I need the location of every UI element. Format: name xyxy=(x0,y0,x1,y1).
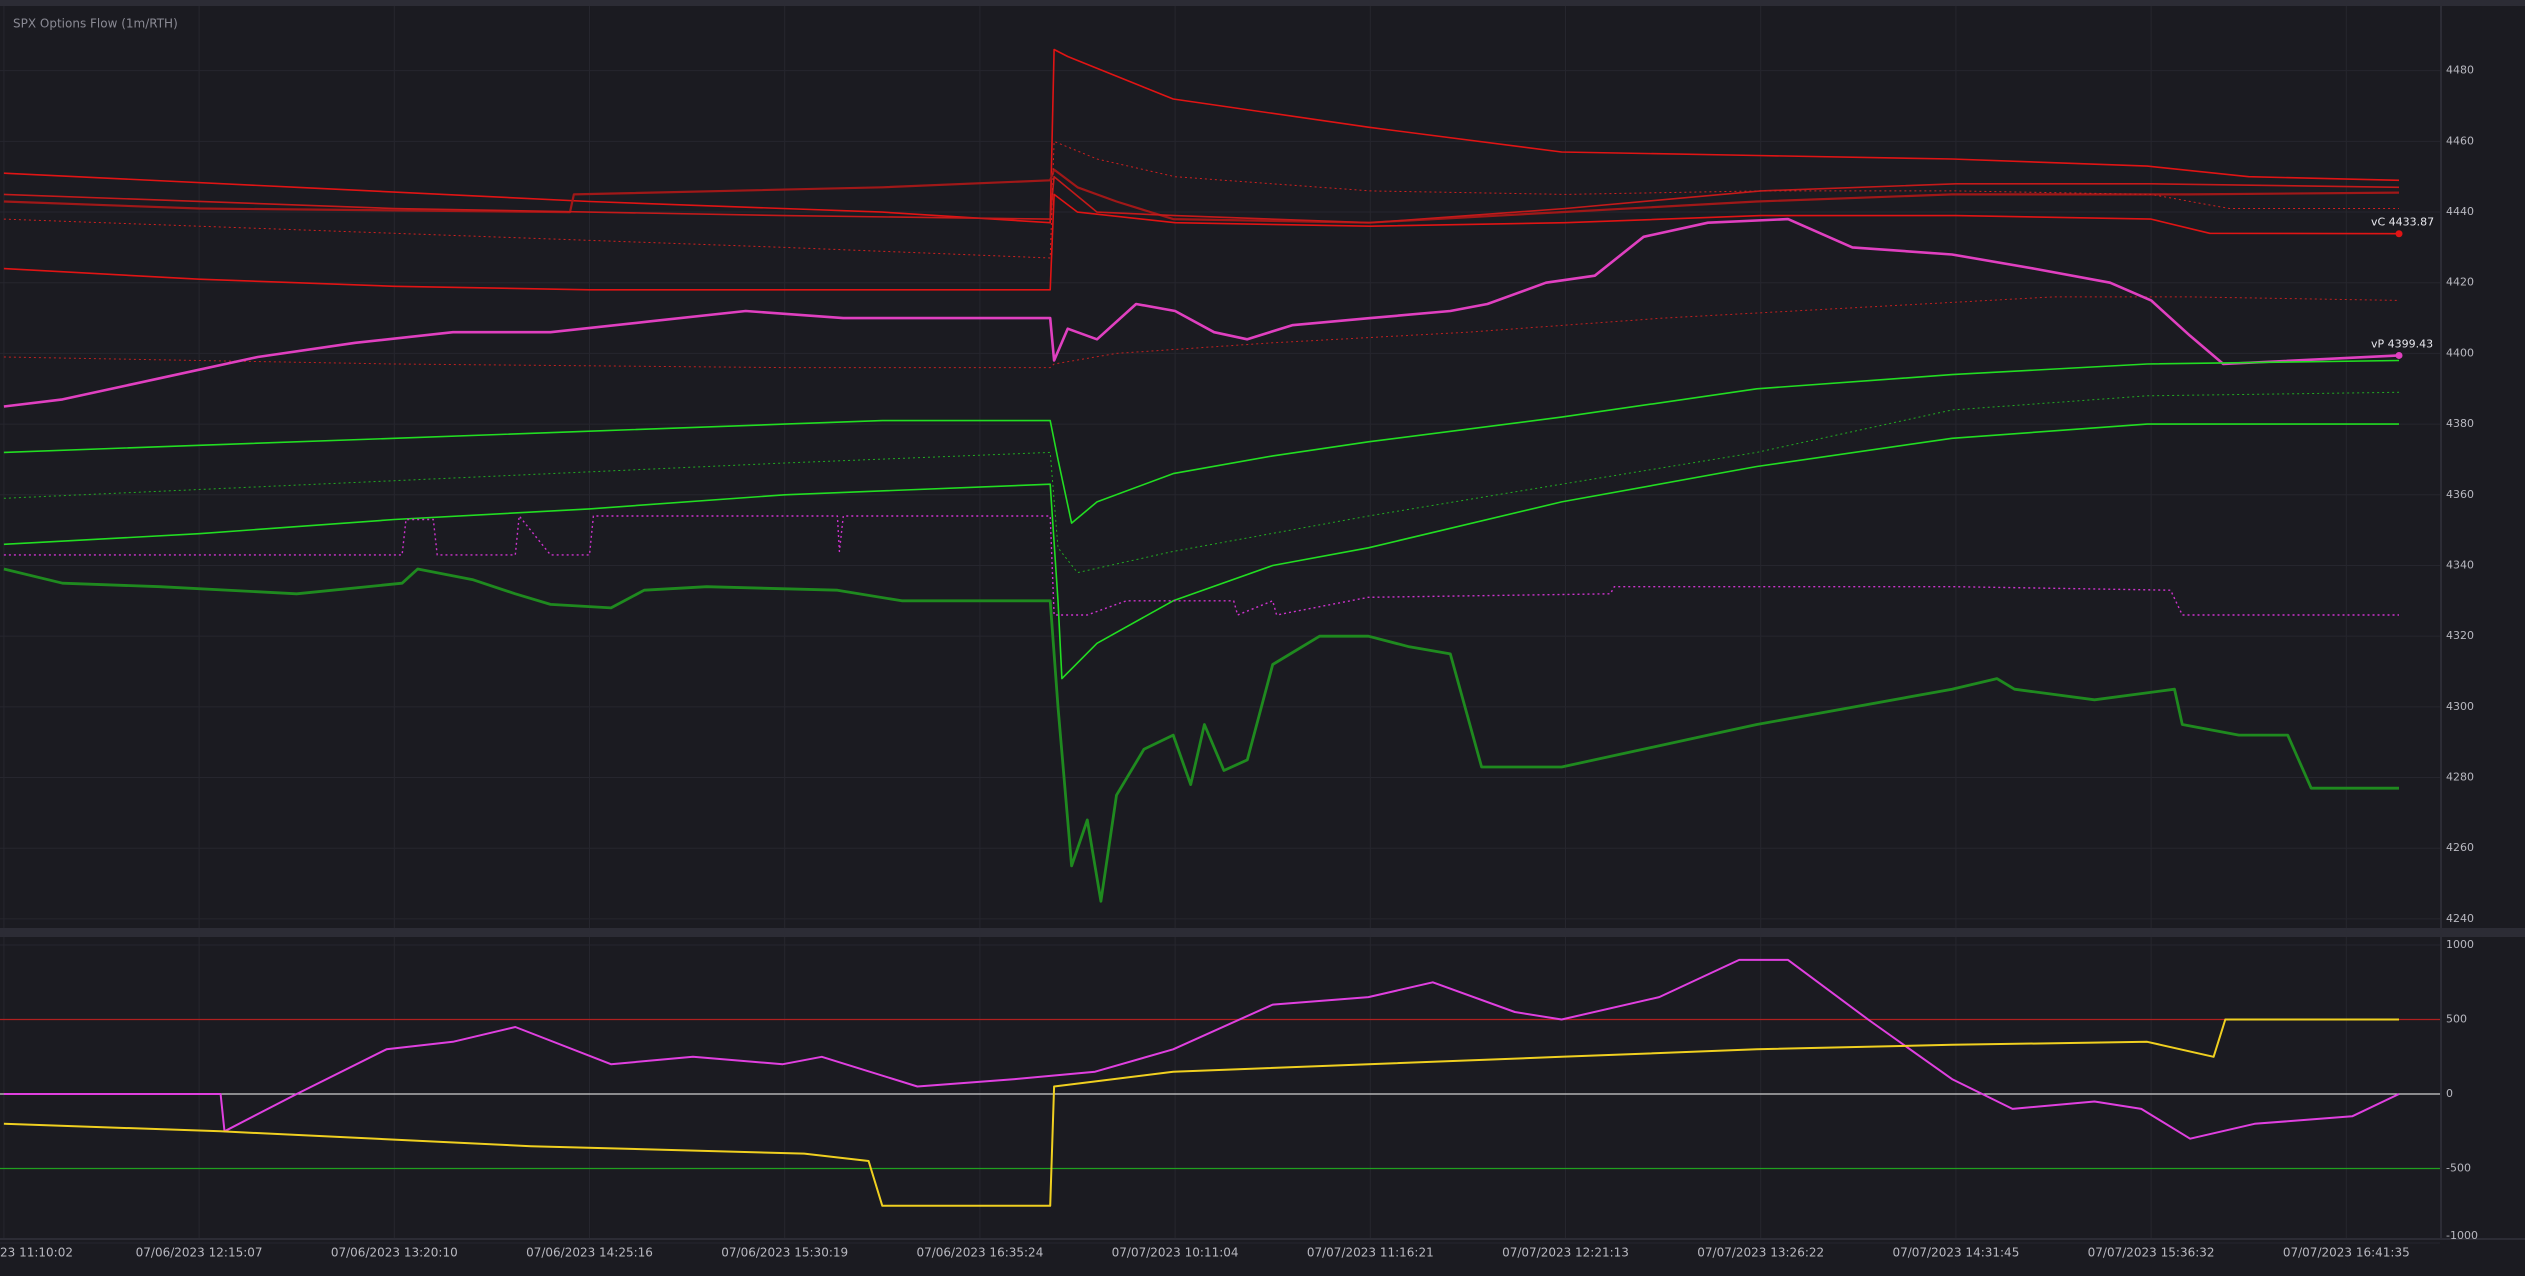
x-tick-label: 07/07/2023 10:11:04 xyxy=(1112,1246,1239,1260)
y-tick-label: 4320 xyxy=(2446,629,2474,642)
x-tick-label: 07/06/2023 12:15:07 xyxy=(136,1246,263,1260)
y-tick-label: 4440 xyxy=(2446,205,2474,218)
top-bar xyxy=(0,0,2525,6)
x-tick-label: 07/07/2023 15:36:32 xyxy=(2088,1246,2215,1260)
y-tick-label: 4280 xyxy=(2446,771,2474,784)
chart-title: SPX Options Flow (1m/RTH) xyxy=(13,17,178,31)
y-tick-label: 4360 xyxy=(2446,488,2474,501)
series-line xyxy=(3,217,2400,408)
annotation: vC 4433.87 xyxy=(2371,216,2434,229)
y-tick-label: -500 xyxy=(2446,1162,2471,1175)
panel-separator xyxy=(0,928,2525,937)
series-line xyxy=(3,48,2400,224)
y-tick-label: 4420 xyxy=(2446,276,2474,289)
y-tick-label: 4460 xyxy=(2446,134,2474,147)
series-line xyxy=(3,296,2400,369)
y-tick-label: 0 xyxy=(2446,1087,2453,1100)
series-line xyxy=(3,168,2400,224)
axis-separator xyxy=(0,1238,2525,1240)
x-tick-label: 07/07/2023 12:21:13 xyxy=(1502,1246,1629,1260)
y-tick-label: -1000 xyxy=(2446,1229,2478,1242)
end-marker xyxy=(2395,351,2403,359)
series-line xyxy=(3,567,2399,903)
y-tick-label: 4260 xyxy=(2446,841,2474,854)
y-tick-label: 4400 xyxy=(2446,346,2474,359)
series-line xyxy=(3,423,2399,680)
y-tick-label: 500 xyxy=(2446,1013,2467,1026)
series-line xyxy=(3,515,2399,616)
x-tick-label: 23 11:10:02 xyxy=(0,1246,73,1260)
x-tick-label: 07/07/2023 16:41:35 xyxy=(2283,1246,2410,1260)
x-tick-label: 07/06/2023 15:30:19 xyxy=(721,1246,848,1260)
series-line xyxy=(3,391,2400,574)
series-line xyxy=(3,958,2400,1140)
end-marker xyxy=(2395,230,2403,238)
series-line xyxy=(3,1018,2399,1207)
y-tick-label: 4380 xyxy=(2446,417,2474,430)
series-line xyxy=(3,359,2400,524)
x-tick-label: 07/06/2023 13:20:10 xyxy=(331,1246,458,1260)
x-tick-label: 07/06/2023 16:35:24 xyxy=(916,1246,1043,1260)
y-tick-label: 4240 xyxy=(2446,912,2474,925)
y-tick-label: 4300 xyxy=(2446,700,2474,713)
annotation: vP 4399.43 xyxy=(2371,337,2433,350)
y-tick-label: 4480 xyxy=(2446,64,2474,77)
series-line xyxy=(3,140,2399,259)
y-tick-label: 1000 xyxy=(2446,938,2474,951)
y-tick-label: 4340 xyxy=(2446,558,2474,571)
x-tick-label: 07/06/2023 14:25:16 xyxy=(526,1246,653,1260)
series-line xyxy=(3,175,2400,224)
x-tick-label: 07/07/2023 11:16:21 xyxy=(1307,1246,1434,1260)
price-axis-border xyxy=(2440,0,2442,1238)
series-line xyxy=(3,193,2400,291)
x-tick-label: 07/07/2023 13:26:22 xyxy=(1697,1246,1824,1260)
x-tick-label: 07/07/2023 14:31:45 xyxy=(1892,1246,2019,1260)
